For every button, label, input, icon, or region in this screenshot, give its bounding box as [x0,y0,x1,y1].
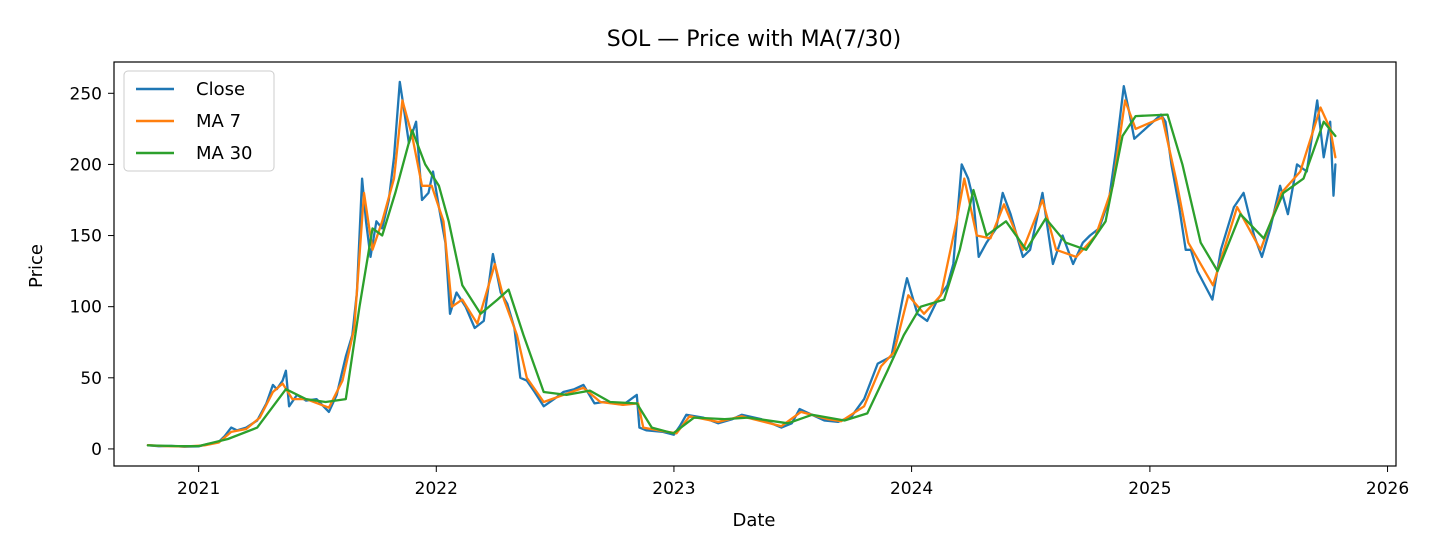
x-tick-label: 2021 [177,479,220,499]
legend-label: MA 7 [196,111,241,132]
y-tick-label: 50 [80,369,102,389]
y-tick-label: 250 [70,84,102,104]
chart-title: SOL — Price with MA(7/30) [607,27,901,52]
x-axis: 2021 2022 2023 2024 2025 2026 [177,466,1409,499]
legend-box [123,70,275,172]
x-axis-label: Date [732,510,775,531]
legend-label: MA 30 [196,143,252,164]
x-tick-label: 2023 [652,479,695,499]
legend: Close MA 7 MA 30 [123,70,275,172]
x-tick-label: 2022 [415,479,458,499]
plot-area [114,62,1396,466]
y-tick-label: 100 [70,298,102,318]
y-axis: 0 50 100 150 200 250 [70,84,114,460]
x-tick-label: 2026 [1366,479,1409,499]
legend-label: Close [196,79,245,100]
y-tick-label: 150 [70,227,102,247]
y-axis-label: Price [26,244,47,288]
series-line-ma-30 [146,113,1337,448]
y-tick-label: 0 [91,440,102,460]
x-tick-label: 2024 [890,479,933,499]
series-layer [146,80,1337,448]
series-line-close [146,80,1337,448]
plot-frame [113,61,1397,467]
y-tick-label: 200 [70,155,102,175]
x-tick-label: 2025 [1128,479,1171,499]
